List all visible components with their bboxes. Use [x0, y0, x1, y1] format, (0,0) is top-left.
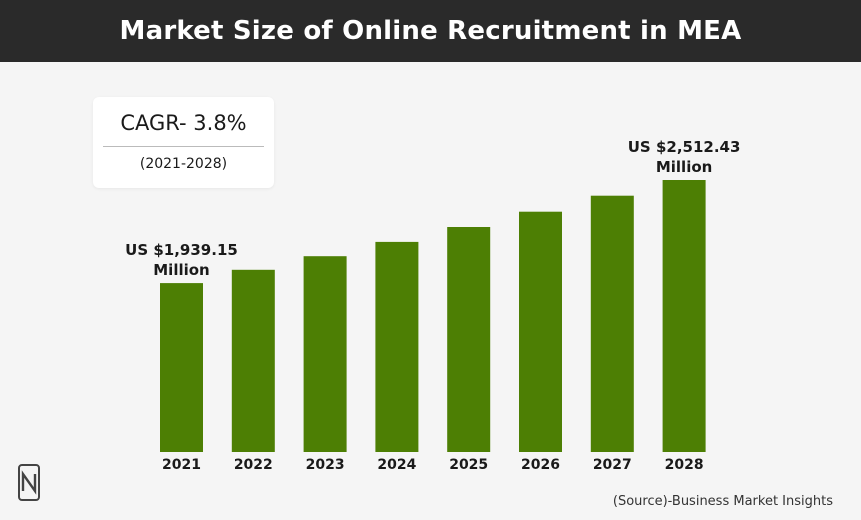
tick-label-2027: 2027 — [593, 457, 632, 473]
bar-2024 — [375, 241, 419, 452]
cagr-callout: CAGR- 3.8% (2021-2028) — [93, 97, 274, 188]
data-labels: US $1,939.15 Million US $2,512.43 Million — [125, 138, 740, 279]
chart-title: Market Size of Online Recruitment in MEA — [119, 16, 742, 46]
bar-2022 — [231, 269, 275, 452]
cagr-value: CAGR- 3.8% — [120, 111, 247, 135]
tick-label-2025: 2025 — [449, 457, 488, 473]
x-axis-tick-labels: 2021 2022 2023 2024 2025 2026 2027 2028 — [162, 457, 704, 473]
brand-logo-icon — [18, 464, 40, 501]
cagr-divider — [103, 146, 264, 147]
bar-2027 — [590, 195, 634, 452]
bar-2028 — [662, 180, 706, 452]
cagr-period: (2021-2028) — [139, 156, 228, 172]
bar-2023 — [303, 256, 347, 452]
data-label-2028: US $2,512.43 Million — [628, 138, 741, 176]
tick-label-2024: 2024 — [377, 457, 416, 473]
bar-2025 — [447, 227, 491, 452]
data-label-2021: US $1,939.15 Million — [125, 241, 238, 279]
chart-header: Market Size of Online Recruitment in MEA — [0, 0, 861, 62]
data-label-line: Million — [153, 261, 209, 279]
data-label-line: Million — [656, 158, 712, 176]
tick-label-2026: 2026 — [521, 457, 560, 473]
source-note: (Source)-Business Market Insights — [612, 494, 833, 509]
tick-label-2023: 2023 — [306, 457, 345, 473]
tick-label-2028: 2028 — [665, 457, 704, 473]
data-label-line: US $2,512.43 — [628, 138, 741, 156]
tick-label-2021: 2021 — [162, 457, 201, 473]
bars-group — [160, 180, 706, 452]
tick-label-2022: 2022 — [234, 457, 273, 473]
data-label-line: US $1,939.15 — [125, 241, 238, 259]
bar-2026 — [519, 211, 562, 452]
bar-2021 — [160, 283, 203, 452]
